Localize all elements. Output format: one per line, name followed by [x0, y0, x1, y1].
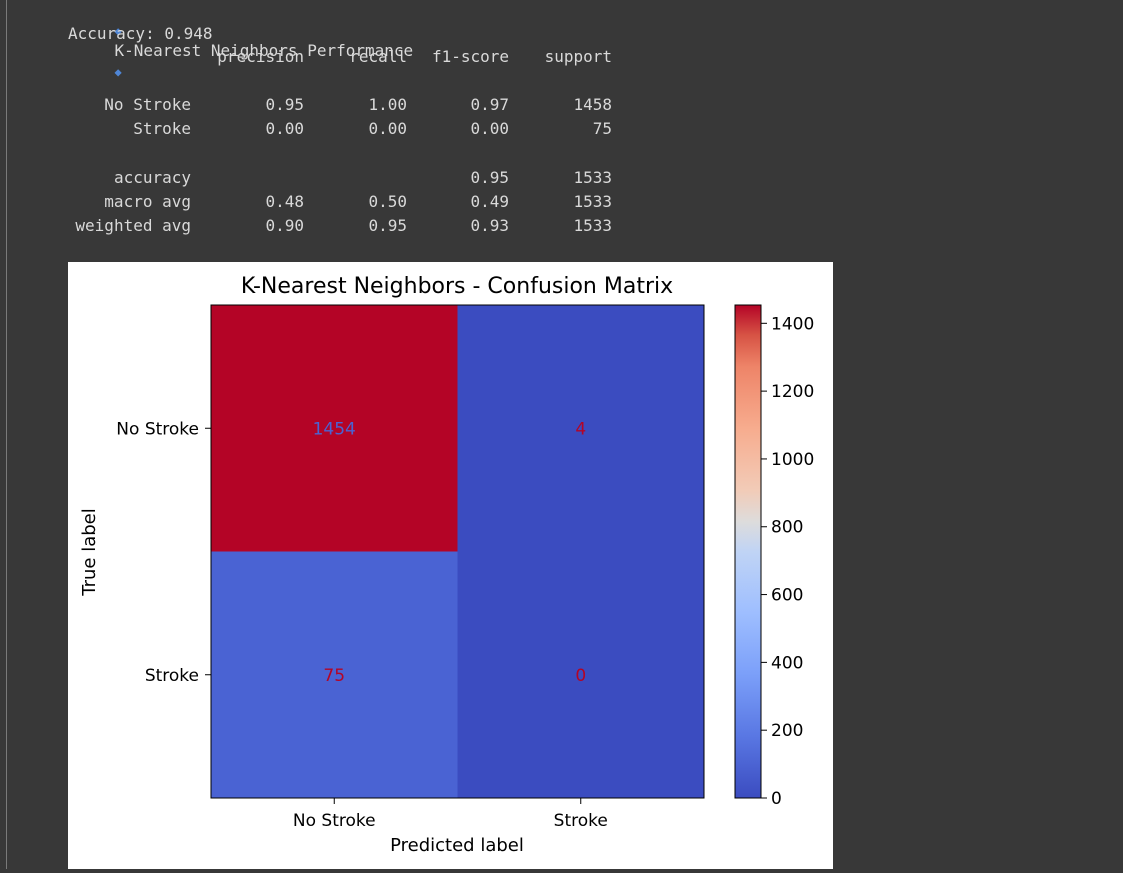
matrix-cell — [211, 551, 458, 798]
report-row-label: Stroke — [133, 119, 191, 138]
y-tick-label: Stroke — [145, 666, 199, 686]
report-cell: 0.49 — [470, 192, 509, 211]
y-axis-label: True label — [79, 508, 100, 597]
performance-title: K-Nearest Neighbors Performance — [114, 41, 414, 60]
report-cell: 1533 — [573, 216, 612, 235]
report-cell: 0.48 — [265, 192, 304, 211]
cell-left-border — [6, 0, 7, 869]
cell-output: ◆ K-Nearest Neighbors Performance ◆ Accu… — [0, 0, 1123, 260]
report-cell: 1533 — [573, 168, 612, 187]
cell-value-label: 4 — [575, 419, 586, 439]
report-cell: 0.90 — [265, 216, 304, 235]
report-header-support: support — [544, 47, 612, 66]
report-cell: 0.97 — [470, 95, 509, 114]
colorbar-tick-label: 1400 — [771, 314, 814, 334]
colorbar — [734, 304, 762, 799]
report-row-label: macro avg — [104, 192, 191, 211]
report-cell: 75 — [592, 119, 612, 138]
report-cell: 0.93 — [470, 216, 509, 235]
report-cell: 1.00 — [368, 95, 407, 114]
confusion-matrix-figure: K-Nearest Neighbors - Confusion Matrix 1… — [68, 262, 833, 869]
header-line: ◆ K-Nearest Neighbors Performance ◆ — [76, 0, 414, 102]
cell-value-label: 75 — [323, 666, 345, 686]
report-cell: 0.95 — [265, 95, 304, 114]
report-cell: 0.50 — [368, 192, 407, 211]
y-tick-label: No Stroke — [116, 419, 199, 439]
matrix-cell — [457, 551, 704, 798]
colorbar-tick-label: 200 — [771, 721, 803, 741]
x-tick-label: Stroke — [554, 811, 608, 831]
report-row-label: No Stroke — [104, 95, 191, 114]
colorbar-tick-label: 600 — [771, 586, 803, 606]
report-header-precision: precision — [217, 47, 304, 66]
report-row-label: accuracy — [113, 168, 191, 187]
cell-value-label: 1454 — [313, 419, 356, 439]
report-cell: 0.00 — [265, 119, 304, 138]
plot-frame — [210, 304, 705, 799]
chart-title: K-Nearest Neighbors - Confusion Matrix — [241, 274, 673, 299]
report-cell: 0.00 — [470, 119, 509, 138]
matrix-cell — [211, 305, 458, 552]
report-row-label: weighted avg — [75, 216, 191, 235]
report-header-f1: f1-score — [431, 47, 509, 66]
report-header-recall: recall — [349, 47, 407, 66]
report-cell: 0.95 — [470, 168, 509, 187]
cell-value-label: 0 — [575, 666, 586, 686]
report-cell: 1533 — [573, 192, 612, 211]
confusion-matrix-chart: K-Nearest Neighbors - Confusion Matrix 1… — [79, 274, 814, 856]
colorbar-tick-label: 1000 — [771, 450, 814, 470]
x-tick-label: No Stroke — [293, 811, 376, 831]
colorbar-tick-label: 1200 — [771, 382, 814, 402]
report-cell: 1458 — [573, 95, 612, 114]
diamond-icon: ◆ — [114, 65, 122, 79]
colorbar-tick-label: 400 — [771, 653, 803, 673]
report-cell: 0.95 — [368, 216, 407, 235]
x-axis-label: Predicted label — [390, 835, 524, 856]
colorbar-tick-label: 0 — [771, 789, 782, 809]
matrix-cell — [457, 305, 704, 552]
diamond-icon: ◆ — [114, 24, 122, 38]
colorbar-tick-label: 800 — [771, 518, 803, 538]
report-cell: 0.00 — [368, 119, 407, 138]
accuracy-line: Accuracy: 0.948 — [68, 24, 213, 43]
